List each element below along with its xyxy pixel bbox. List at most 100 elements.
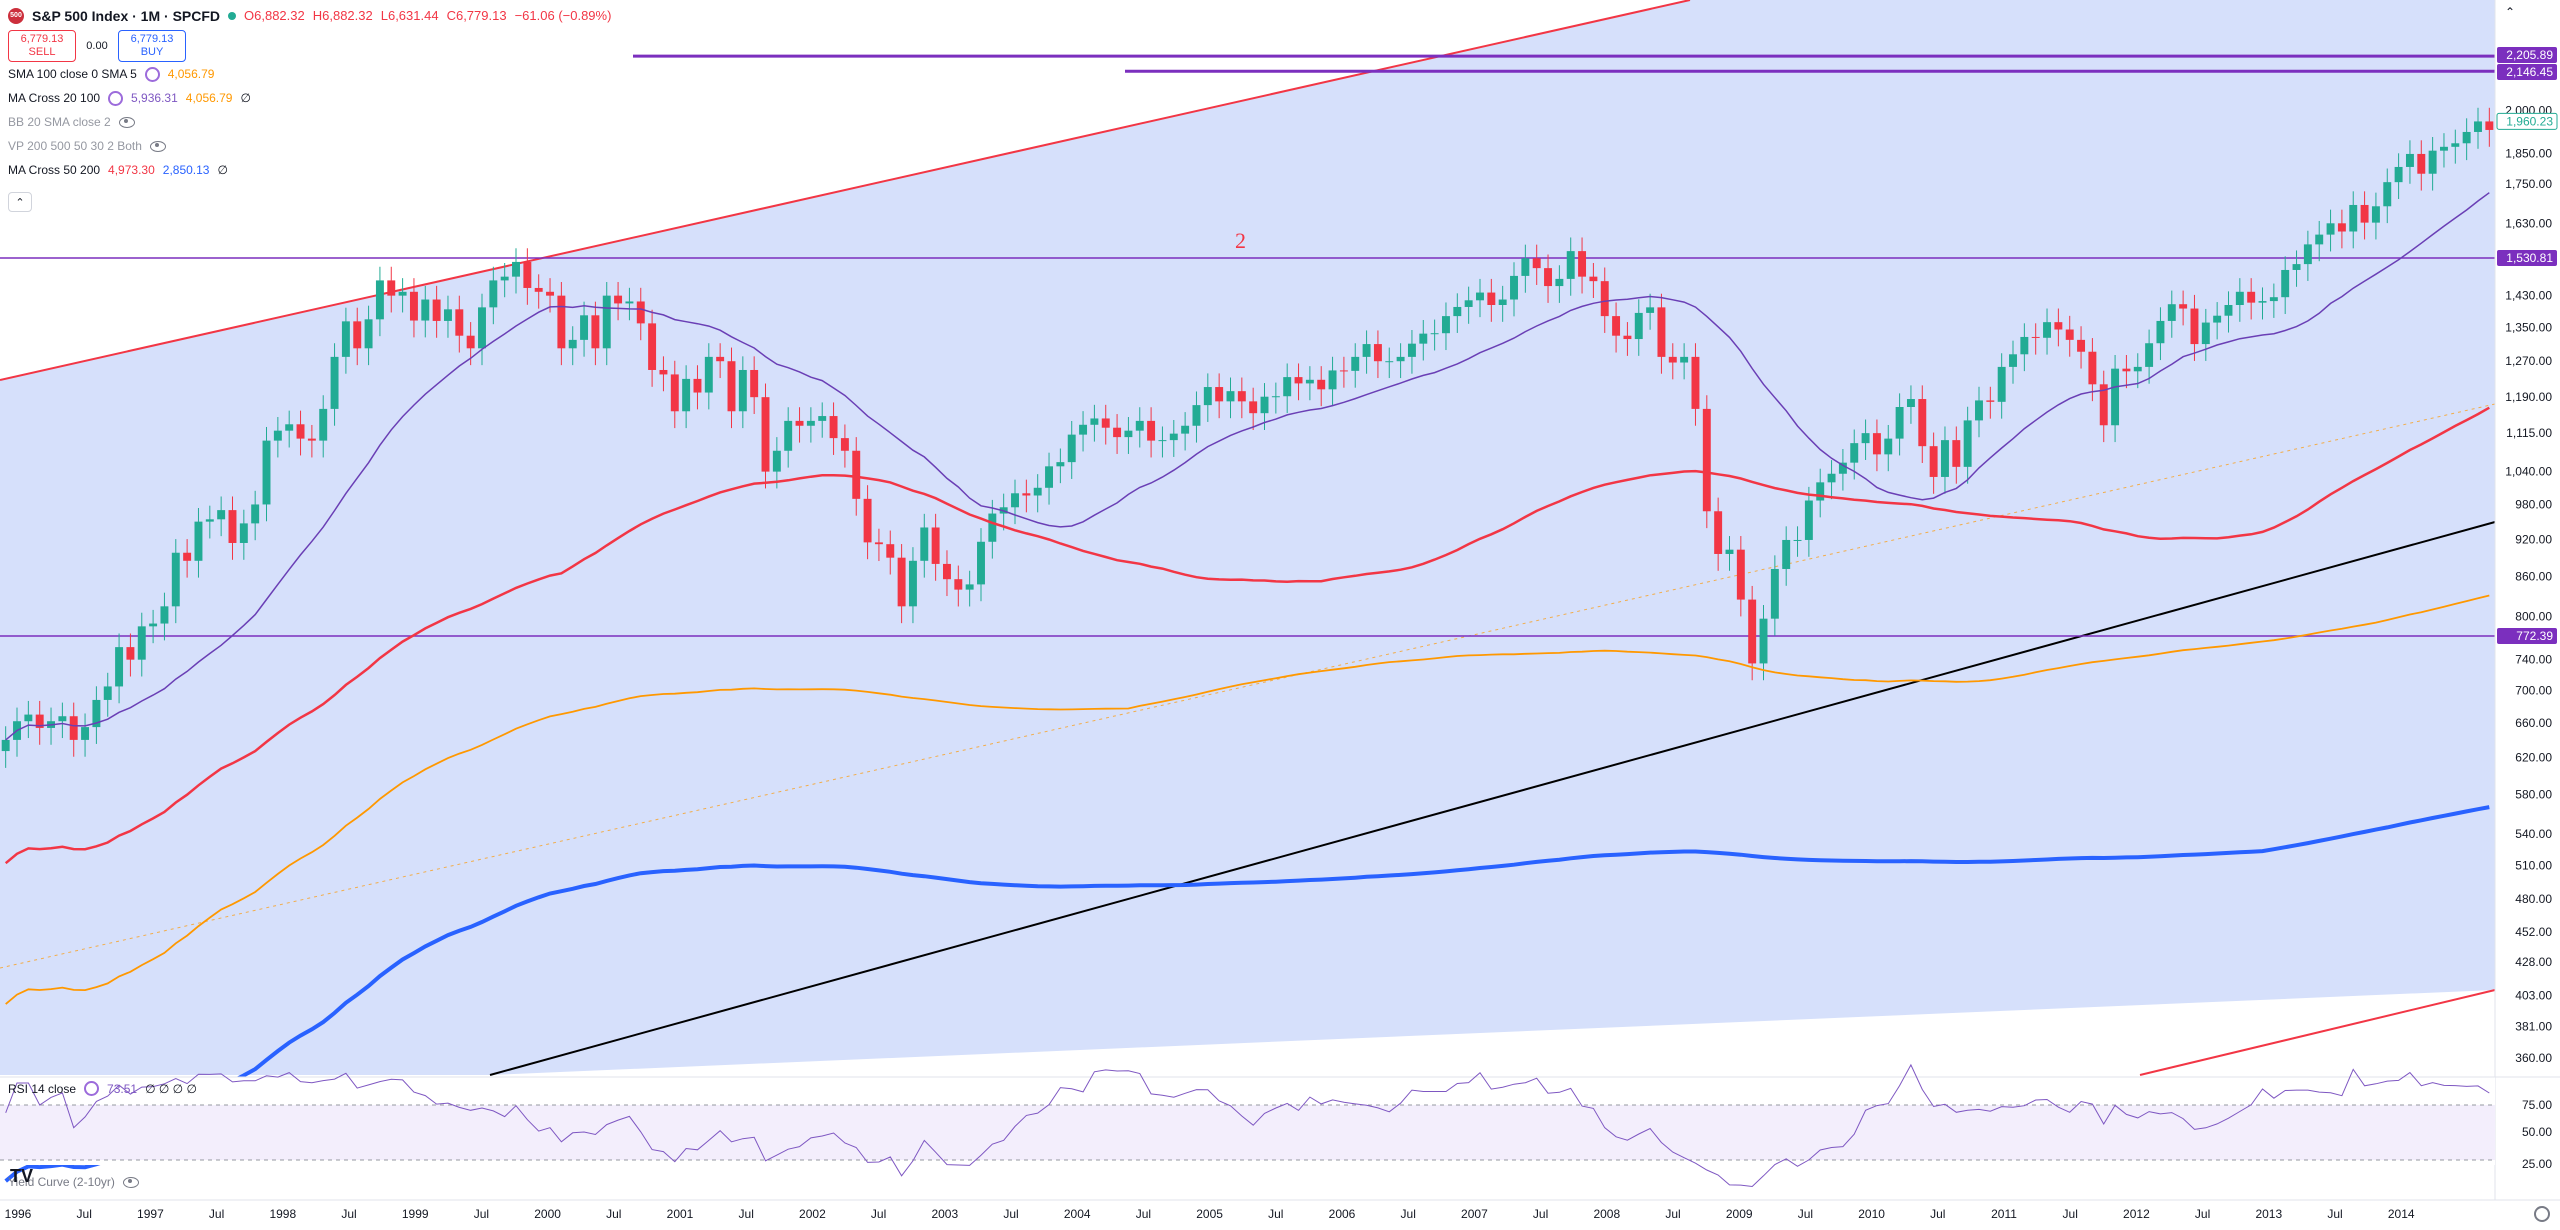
indicator-value: 4,056.79: [185, 91, 233, 105]
candle-body: [466, 335, 475, 349]
collapse-legend-button[interactable]: ⌃: [8, 192, 32, 212]
candle-body: [1861, 433, 1870, 444]
candle-body: [546, 291, 555, 296]
indicator-ma-cross-20-100[interactable]: MA Cross 20 100 5,936.31 4,056.79 ∅: [8, 86, 611, 110]
candle-body: [1181, 425, 1190, 434]
sell-button[interactable]: 6,779.13 SELL: [8, 30, 76, 62]
rsi-legend[interactable]: RSI 14 close 73.51 ∅ ∅ ∅ ∅: [8, 1081, 197, 1096]
time-tick-label: Jul: [871, 1207, 886, 1221]
candle-body: [727, 361, 736, 412]
indicator-vp[interactable]: VP 200 500 50 30 2 Both: [8, 134, 611, 158]
candle-body: [2077, 339, 2086, 352]
price-tick-label: 1,850.00: [2505, 146, 2552, 160]
candle-body: [1748, 599, 1757, 664]
candle-body: [1067, 434, 1076, 463]
indicator-bb[interactable]: BB 20 SMA close 2: [8, 110, 611, 134]
time-tick-label: 2002: [799, 1207, 826, 1221]
candle-body: [2235, 291, 2244, 305]
indicator-ma-cross-50-200[interactable]: MA Cross 50 200 4,973.30 2,850.13 ∅: [8, 158, 611, 182]
candle-body: [512, 261, 520, 277]
candle-body: [1906, 399, 1915, 408]
candle-body: [2167, 304, 2176, 321]
gear-icon[interactable]: [2534, 1206, 2550, 1222]
candle-body: [897, 557, 906, 607]
price-tick-label: 1,350.00: [2505, 320, 2552, 334]
candle-body: [69, 716, 78, 740]
candle-body: [1113, 427, 1122, 438]
rsi-tick-label: 50.00: [2522, 1125, 2552, 1139]
candle-body: [1079, 424, 1088, 435]
candle-body: [1328, 370, 1337, 390]
candle-body: [2315, 234, 2324, 245]
support-trendline: [489, 521, 2496, 1076]
candle-body: [2156, 320, 2165, 344]
time-tick-label: Jul: [1798, 1207, 1813, 1221]
low-value: L6,631.44: [380, 8, 439, 23]
rsi-value: 73.51: [107, 1081, 138, 1096]
price-tick-label: 700.00: [2515, 683, 2552, 697]
candle-body: [500, 276, 509, 281]
time-tick-label: 2000: [534, 1207, 561, 1221]
price-tick-label: 800.00: [2515, 610, 2552, 624]
settings-icon[interactable]: [84, 1081, 100, 1096]
candle-body: [1646, 307, 1655, 313]
candle-body: [2269, 297, 2278, 302]
indicator-name: MA Cross 20 100: [8, 91, 101, 105]
candle-body: [2145, 343, 2154, 367]
buy-button[interactable]: 6,779.13 BUY: [118, 30, 186, 62]
candle-body: [160, 606, 169, 624]
candle-body: [1804, 500, 1813, 540]
time-tick-label: 2007: [1461, 1207, 1488, 1221]
time-tick-label: Jul: [474, 1207, 489, 1221]
candle-body: [2111, 368, 2120, 426]
candle-body: [2201, 322, 2210, 345]
candle-body: [1464, 300, 1473, 307]
candle-body: [1623, 335, 1632, 340]
candle-body: [908, 560, 917, 607]
eye-hidden-icon[interactable]: [118, 116, 135, 128]
yield-curve-legend[interactable]: Yield Curve (2-10yr): [8, 1175, 139, 1189]
chart-legend: 500 S&P 500 Index · 1M · SPCFD O6,882.32…: [8, 4, 611, 182]
candle-body: [1691, 356, 1700, 409]
settings-icon[interactable]: [108, 90, 124, 106]
candle-body: [1578, 251, 1587, 277]
candle-body: [1975, 400, 1983, 421]
indicator-value: 4,973.30: [108, 163, 155, 177]
price-tick-label: 510.00: [2515, 858, 2552, 872]
price-tick-label: 428.00: [2515, 955, 2552, 969]
channel-lower-line: [2139, 989, 2496, 1076]
candle-body: [874, 542, 883, 545]
rsi-line: [5, 1063, 2490, 1188]
symbol-title[interactable]: S&P 500 Index · 1M · SPCFD: [32, 8, 221, 24]
eye-hidden-icon[interactable]: [122, 1176, 139, 1188]
indicator-sma100[interactable]: SMA 100 close 0 SMA 5 4,056.79: [8, 62, 611, 86]
candle-body: [534, 287, 543, 292]
candle-body: [1986, 400, 1995, 402]
candle-body: [965, 584, 974, 590]
candle-body: [1714, 511, 1723, 554]
candle-body: [489, 280, 498, 308]
time-tick-label: 2008: [1593, 1207, 1620, 1221]
candle-body: [239, 523, 248, 543]
candle-body: [1056, 462, 1065, 467]
close-icon[interactable]: ⌃: [2505, 5, 2516, 19]
candle-body: [1396, 356, 1405, 362]
rsi-extra: ∅ ∅ ∅ ∅: [145, 1081, 197, 1096]
settings-icon[interactable]: [144, 66, 160, 82]
eye-hidden-icon[interactable]: [149, 140, 166, 152]
spread-value: 0.00: [86, 40, 108, 52]
candle-body: [1555, 278, 1564, 287]
candle-body: [2303, 244, 2312, 265]
candle-body: [1226, 391, 1235, 402]
price-tick-label: 1,190.00: [2505, 390, 2552, 404]
candle-body: [1816, 482, 1825, 501]
candle-body: [2371, 206, 2380, 223]
candle-body: [659, 369, 668, 375]
candle-body: [954, 579, 963, 590]
indicator-name: BB 20 SMA close 2: [8, 115, 111, 129]
candle-body: [1, 739, 10, 752]
time-tick-label: Jul: [1268, 1207, 1283, 1221]
candle-body: [205, 519, 214, 522]
open-value: O6,882.32: [244, 8, 305, 23]
